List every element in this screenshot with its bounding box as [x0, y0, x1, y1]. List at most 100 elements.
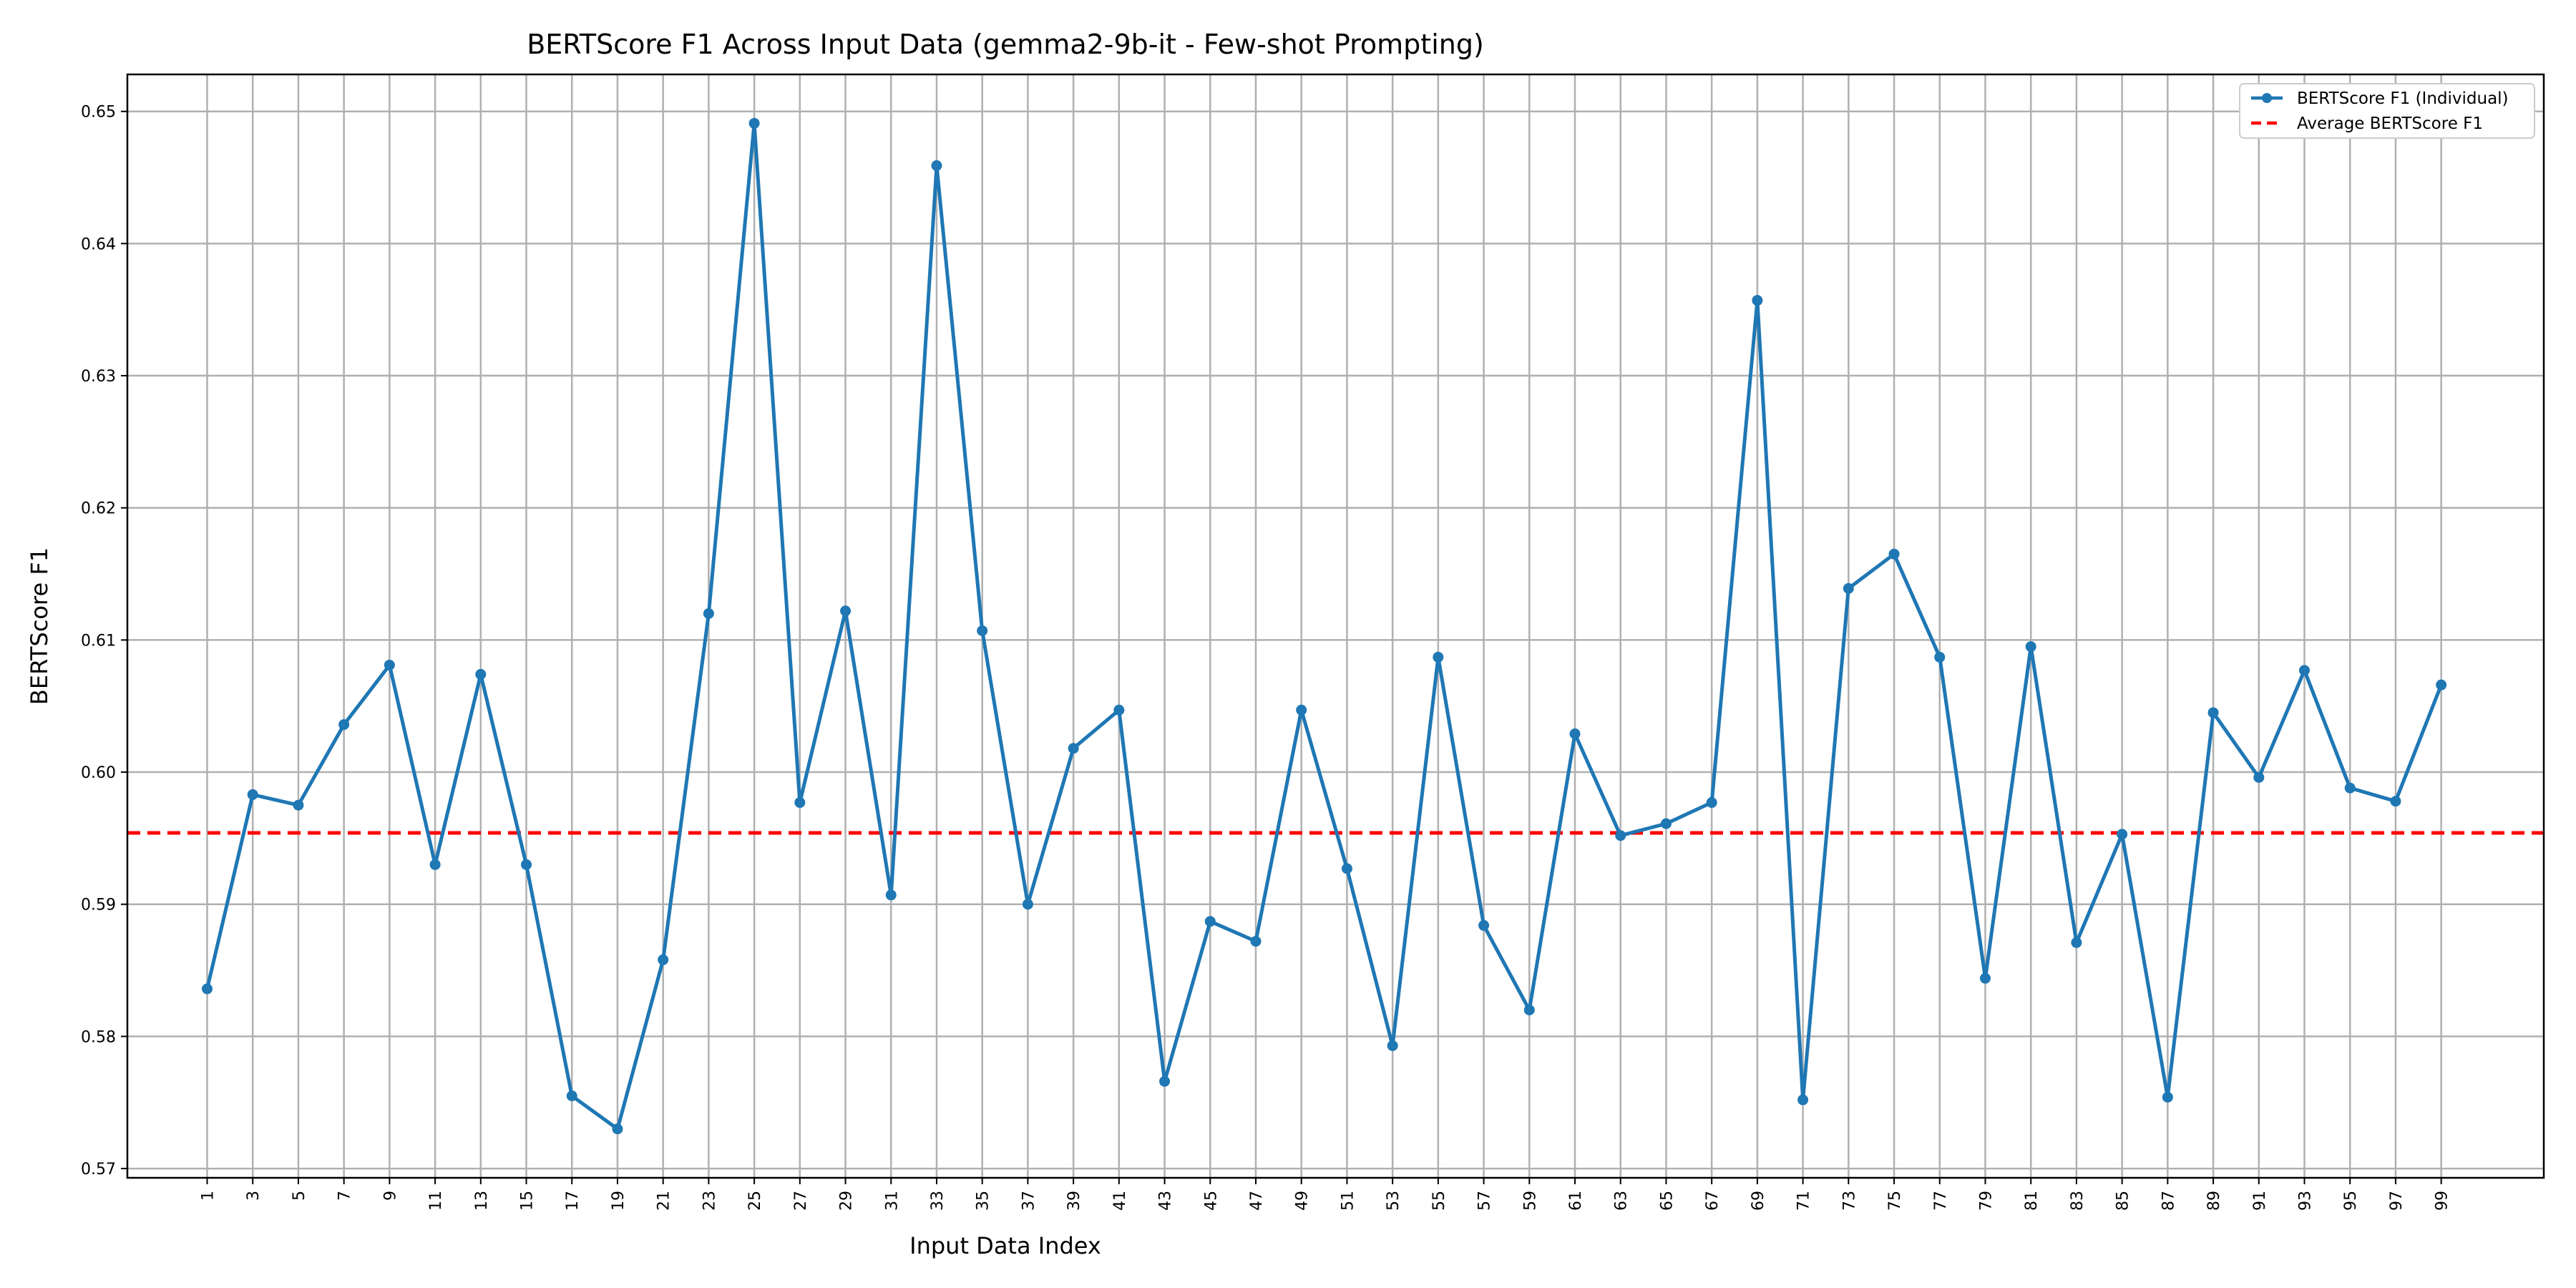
data-point — [748, 117, 760, 129]
x-axis-label: Input Data Index — [909, 1232, 1101, 1259]
x-tick-label: 97 — [2388, 1191, 2406, 1211]
plot-frame — [126, 73, 2545, 1179]
data-point — [338, 719, 350, 731]
data-point — [885, 889, 897, 901]
data-point — [1204, 916, 1216, 927]
data-point — [202, 983, 213, 995]
x-tick-label: 21 — [655, 1191, 673, 1211]
x-tick-label: 15 — [519, 1191, 537, 1211]
data-point — [566, 1091, 577, 1102]
data-point — [1387, 1040, 1398, 1051]
x-tick-label: 17 — [564, 1191, 582, 1211]
x-tick-label: 3 — [245, 1191, 263, 1201]
data-point — [1569, 728, 1581, 740]
data-point — [977, 625, 988, 636]
x-tick-label: 27 — [792, 1191, 810, 1211]
x-tick-label: 83 — [2069, 1191, 2087, 1211]
data-point — [1615, 830, 1626, 841]
chart-title: BERTScore F1 Across Input Data (gemma2-9… — [527, 29, 1484, 60]
x-tick-label: 91 — [2251, 1191, 2269, 1211]
data-point — [794, 797, 806, 809]
x-tick-label: 79 — [1977, 1191, 1995, 1211]
data-point — [1843, 582, 1854, 594]
data-point — [384, 659, 395, 670]
x-tick-label: 89 — [2205, 1191, 2223, 1211]
data-point — [1979, 972, 1991, 984]
data-point — [703, 608, 714, 619]
y-tick-label: 0.65 — [81, 104, 116, 122]
data-point — [1433, 651, 1444, 663]
data-point — [1888, 548, 1900, 560]
x-axis-ticks: 1 3 5 7 9 11 13 15 17 19 21 23 25 27 29 31 33 35 37 39 41 43 4… — [200, 1178, 2451, 1211]
legend: BERTScore F1 (Individual) Average BERTSc… — [2239, 83, 2535, 139]
data-point — [2071, 937, 2082, 948]
x-tick-label: 53 — [1385, 1191, 1402, 1211]
x-tick-label: 85 — [2114, 1191, 2132, 1211]
data-point — [2117, 829, 2128, 840]
x-tick-label: 69 — [1750, 1191, 1767, 1211]
data-point — [1660, 818, 1672, 829]
plot-area — [127, 117, 2544, 1135]
x-tick-label: 39 — [1065, 1191, 1083, 1211]
x-tick-label: 71 — [1795, 1191, 1813, 1211]
y-axis-ticks: 0.57 0.58 0.59 0.60 0.61 0.62 0.63 0.64 0.65 — [81, 104, 127, 1179]
data-point — [1478, 919, 1490, 931]
series-line-individual — [205, 121, 2443, 1131]
x-tick-label: 9 — [381, 1191, 399, 1201]
x-tick-label: 25 — [746, 1191, 764, 1211]
x-tick-label: 1 — [200, 1191, 218, 1201]
x-tick-label: 35 — [975, 1191, 992, 1211]
data-point — [1341, 863, 1352, 874]
x-tick-label: 81 — [2023, 1191, 2041, 1211]
x-tick-label: 47 — [1248, 1191, 1266, 1211]
data-point — [658, 954, 669, 965]
x-tick-label: 63 — [1613, 1191, 1631, 1211]
data-point — [1113, 704, 1125, 716]
x-tick-label: 33 — [929, 1191, 947, 1211]
x-tick-label: 67 — [1704, 1191, 1722, 1211]
y-tick-label: 0.61 — [81, 632, 116, 650]
data-point — [293, 799, 304, 811]
legend-label-average: Average BERTScore F1 — [2297, 114, 2483, 133]
y-axis-label: BERTScore F1 — [26, 547, 53, 705]
x-tick-label: 65 — [1658, 1191, 1676, 1211]
data-point — [2207, 707, 2219, 718]
data-point — [1752, 295, 1763, 306]
data-point — [2344, 782, 2356, 794]
data-point — [2025, 641, 2036, 653]
data-point — [475, 668, 487, 680]
data-point — [840, 605, 852, 617]
legend-box — [2239, 83, 2535, 139]
x-tick-label: 59 — [1521, 1191, 1539, 1211]
data-point — [1068, 743, 1079, 754]
data-point — [1159, 1075, 1171, 1087]
y-tick-label: 0.58 — [81, 1028, 116, 1046]
legend-label-individual: BERTScore F1 (Individual) — [2297, 89, 2509, 108]
data-point — [612, 1123, 623, 1135]
x-tick-label: 5 — [291, 1191, 308, 1201]
x-tick-label: 77 — [1932, 1191, 1950, 1211]
x-tick-label: 23 — [701, 1191, 718, 1211]
data-point — [1706, 797, 1717, 809]
x-tick-label: 49 — [1294, 1191, 1312, 1211]
x-tick-label: 95 — [2342, 1191, 2360, 1211]
data-point — [521, 859, 532, 870]
x-tick-label: 61 — [1567, 1191, 1585, 1211]
data-point — [2436, 679, 2447, 691]
x-tick-label: 73 — [1840, 1191, 1858, 1211]
y-tick-label: 0.59 — [81, 897, 116, 914]
y-tick-label: 0.64 — [81, 235, 116, 253]
x-tick-label: 99 — [2434, 1191, 2451, 1211]
data-point — [1296, 704, 1307, 716]
data-point — [1934, 651, 1946, 663]
x-tick-label: 13 — [473, 1191, 491, 1211]
y-tick-label: 0.63 — [81, 368, 116, 386]
x-tick-label: 75 — [1886, 1191, 1904, 1211]
data-point — [2162, 1091, 2173, 1103]
y-tick-label: 0.62 — [81, 500, 116, 518]
data-point — [2390, 796, 2401, 807]
x-tick-label: 29 — [838, 1191, 856, 1211]
x-tick-label: 57 — [1476, 1191, 1494, 1211]
grid-lines — [127, 74, 2544, 1178]
